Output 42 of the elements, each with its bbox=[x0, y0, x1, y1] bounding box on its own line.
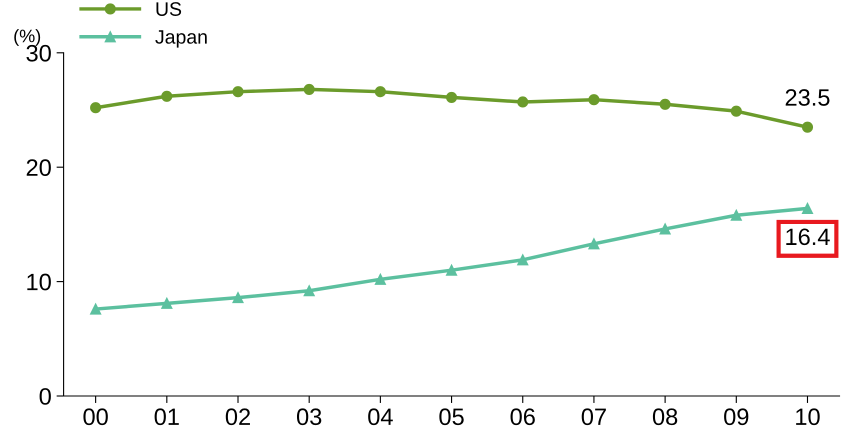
point bbox=[517, 96, 528, 108]
y-tick-label: 0 bbox=[40, 388, 51, 405]
point bbox=[374, 86, 386, 98]
x-tick-label: 04 bbox=[368, 408, 393, 426]
point bbox=[232, 86, 244, 98]
x-tick-label: 07 bbox=[582, 408, 606, 426]
point bbox=[90, 304, 102, 315]
point bbox=[802, 122, 814, 133]
y-tick-label: 10 bbox=[27, 274, 51, 290]
point bbox=[161, 298, 172, 309]
x-tick-label: 09 bbox=[724, 408, 748, 426]
point bbox=[730, 106, 742, 117]
point bbox=[304, 84, 315, 95]
point bbox=[588, 94, 600, 106]
x-tick-label: 10 bbox=[796, 408, 820, 426]
point bbox=[90, 102, 102, 114]
annotation: 16.4 bbox=[786, 228, 830, 246]
point bbox=[161, 90, 172, 102]
point bbox=[446, 264, 458, 276]
point bbox=[660, 223, 671, 235]
x-tick-label: 05 bbox=[439, 408, 464, 426]
x-tick-label: 01 bbox=[154, 408, 179, 426]
point bbox=[660, 98, 671, 110]
point bbox=[374, 274, 386, 285]
point bbox=[232, 292, 244, 304]
x-tick-label: 03 bbox=[296, 408, 322, 426]
y-tick-label: 20 bbox=[26, 159, 51, 176]
y-tick-label: 30 bbox=[26, 44, 51, 62]
point bbox=[446, 92, 458, 103]
point bbox=[304, 285, 315, 296]
x-tick-label: 06 bbox=[510, 408, 535, 426]
x-tick-label: 02 bbox=[226, 408, 250, 426]
point bbox=[802, 202, 814, 214]
point bbox=[517, 254, 528, 266]
legend-label: Japan bbox=[155, 30, 207, 48]
x-tick-label: 08 bbox=[652, 408, 678, 426]
annotation: 23.5 bbox=[786, 89, 830, 106]
x-tick-label: 00 bbox=[83, 408, 108, 426]
legend-label: US bbox=[156, 2, 182, 16]
point bbox=[730, 210, 742, 221]
point bbox=[588, 238, 600, 250]
y-axis-title: (%) bbox=[14, 29, 40, 46]
